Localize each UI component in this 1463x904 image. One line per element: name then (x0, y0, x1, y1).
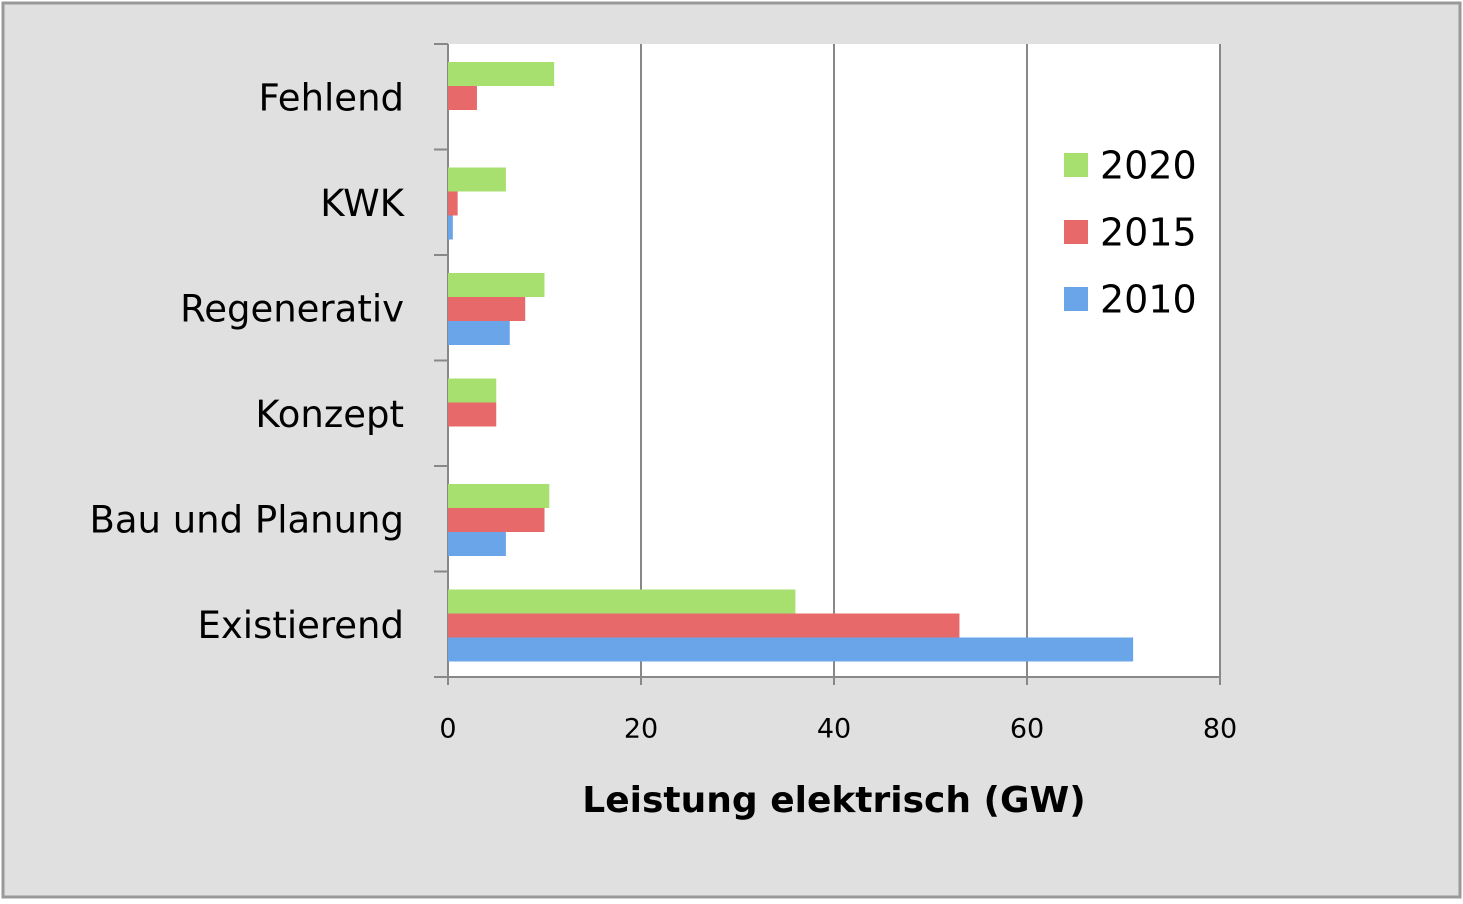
legend-swatch (1064, 220, 1088, 244)
bar (448, 637, 1134, 662)
legend-swatch (1064, 287, 1088, 311)
legend-label: 2010 (1100, 278, 1197, 322)
x-tick-label: 60 (1010, 714, 1044, 745)
bar (448, 613, 960, 638)
x-tick-label: 80 (1203, 714, 1237, 745)
bar (448, 273, 545, 297)
bar (448, 167, 506, 192)
bar (448, 508, 545, 532)
bar (448, 402, 497, 427)
bar (448, 297, 526, 321)
y-tick-label: Existierend (198, 604, 404, 647)
bar (448, 62, 555, 86)
bar (448, 532, 506, 556)
x-tick-label: 40 (817, 714, 851, 745)
legend-swatch (1064, 153, 1088, 177)
x-tick-label: 0 (439, 714, 456, 745)
legend-label: 2015 (1100, 211, 1197, 255)
y-tick-label: Fehlend (259, 76, 404, 119)
bar (448, 484, 550, 508)
bar (448, 215, 453, 240)
bar (448, 86, 477, 110)
bar (448, 378, 497, 403)
bar (448, 589, 796, 614)
x-tick-label: 20 (624, 714, 658, 745)
y-tick-label: Bau und Planung (89, 498, 404, 541)
bar (448, 321, 510, 345)
y-tick-label: Konzept (255, 393, 404, 436)
legend-label: 2020 (1100, 144, 1197, 188)
y-tick-label: Regenerativ (180, 287, 404, 330)
bar (448, 191, 458, 216)
y-tick-label: KWK (320, 182, 406, 225)
x-axis-label: Leistung elektrisch (GW) (582, 780, 1085, 821)
